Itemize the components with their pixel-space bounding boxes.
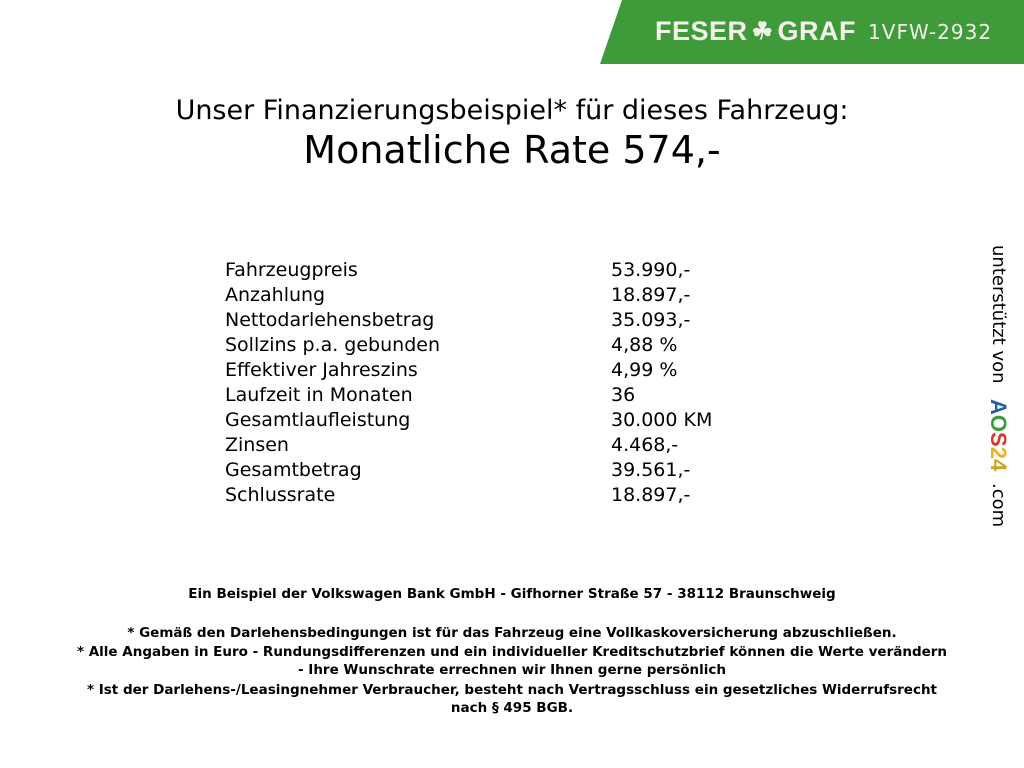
brand-left: FESER: [655, 16, 748, 46]
page-title: Unser Finanzierungsbeispiel* für dieses …: [175, 95, 849, 126]
table-row: Effektiver Jahreszins 4,99 %: [225, 358, 712, 383]
row-label: Effektiver Jahreszins: [225, 359, 418, 381]
table-row: Zinsen 4.468,-: [225, 433, 712, 458]
footnote-euro: * Alle Angaben in Euro - Rundungsdiffere…: [76, 644, 948, 660]
powered-by: unterstützt von AOS24 .com: [985, 245, 1011, 527]
footnote-wish-rate: - Ihre Wunschrate errechnen wir Ihnen ge…: [298, 662, 726, 678]
row-label: Gesamtlaufleistung: [225, 409, 411, 431]
row-value: 30.000 KM: [611, 409, 713, 431]
aos24-logo-letter: A: [986, 399, 1011, 416]
footnote-withdrawal: * Ist der Darlehens-/Leasingnehmer Verbr…: [86, 682, 938, 698]
row-value: 18.897,-: [611, 484, 691, 506]
row-value: 35.093,-: [611, 309, 691, 331]
row-label: Fahrzeugpreis: [225, 259, 358, 281]
brand-right: GRAF: [777, 16, 857, 46]
row-value: 4,99 %: [611, 359, 678, 381]
table-row: Laufzeit in Monaten 36: [225, 383, 712, 408]
table-row: Gesamtlaufleistung 30.000 KM: [225, 408, 712, 433]
clover-icon: ☘: [751, 18, 774, 45]
row-label: Schlussrate: [225, 484, 336, 506]
aos24-logo-letter: 2: [986, 447, 1011, 460]
footnote-insurance: * Gemäß den Darlehensbedingungen ist für…: [127, 625, 897, 641]
row-label: Zinsen: [225, 434, 289, 456]
aos24-logo-letter: S: [986, 432, 1011, 447]
row-label: Anzahlung: [225, 284, 326, 306]
row-value: 53.990,-: [611, 259, 691, 281]
table-row: Sollzins p.a. gebunden 4,88 %: [225, 333, 712, 358]
monthly-rate: Monatliche Rate 574,-: [303, 128, 721, 172]
table-row: Fahrzeugpreis 53.990,-: [225, 258, 712, 283]
row-label: Gesamtbetrag: [225, 459, 362, 481]
row-value: 18.897,-: [611, 284, 691, 306]
table-row: Anzahlung 18.897,-: [225, 283, 712, 308]
brand-logo: FESER ☘ GRAF 1VFW-2932: [655, 16, 992, 47]
table-row: Gesamtbetrag 39.561,-: [225, 458, 712, 483]
row-value: 39.561,-: [611, 459, 691, 481]
aos24-logo-letter: O: [986, 415, 1011, 433]
table-row: Schlussrate 18.897,-: [225, 483, 712, 508]
powered-by-text: unterstützt von: [988, 245, 1009, 384]
table-row: Nettodarlehensbetrag 35.093,-: [225, 308, 712, 333]
row-label: Laufzeit in Monaten: [225, 384, 413, 406]
row-label: Nettodarlehensbetrag: [225, 309, 435, 331]
vehicle-code: 1VFW-2932: [868, 19, 993, 44]
row-value: 4,88 %: [611, 334, 678, 356]
row-value: 4.468,-: [611, 434, 679, 456]
row-label: Sollzins p.a. gebunden: [225, 334, 440, 356]
brand-banner: [600, 0, 1024, 64]
aos24-logo-letter: 4: [986, 459, 1011, 472]
finance-table: Fahrzeugpreis 53.990,- Anzahlung 18.897,- Ne…: [225, 258, 712, 508]
aos24-logo: AOS24: [986, 399, 1011, 471]
powered-by-domain: .com: [988, 483, 1009, 528]
bank-info: Ein Beispiel der Volkswagen Bank GmbH - …: [188, 586, 836, 602]
footnote-bgb: nach § 495 BGB.: [450, 700, 574, 716]
row-value: 36: [611, 384, 636, 406]
